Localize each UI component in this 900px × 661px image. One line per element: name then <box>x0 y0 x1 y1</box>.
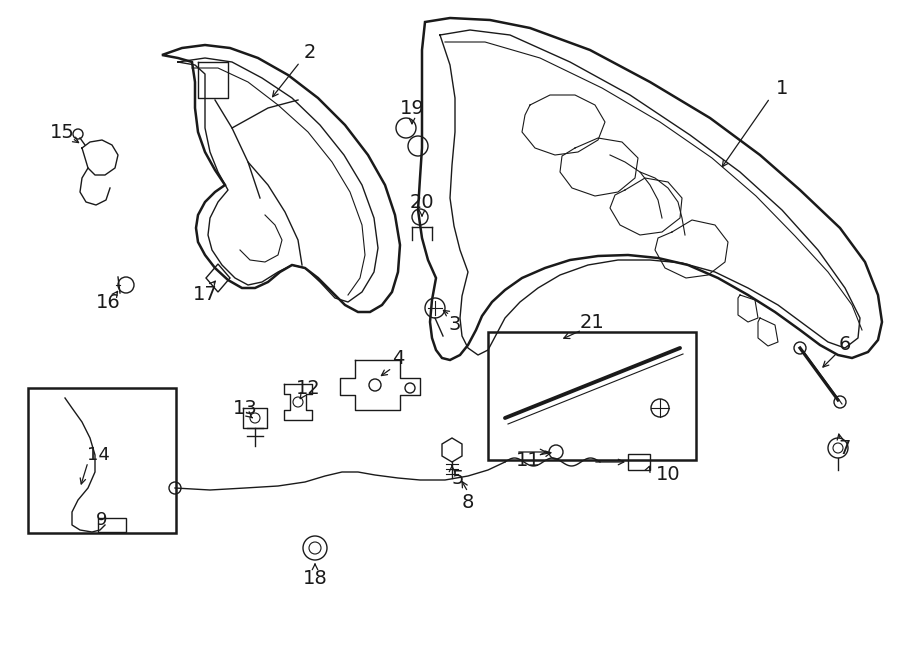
Text: 1: 1 <box>776 79 788 98</box>
Bar <box>98 518 126 532</box>
Text: 6: 6 <box>839 336 851 354</box>
Text: 18: 18 <box>302 568 328 588</box>
Bar <box>488 332 696 460</box>
Text: 4: 4 <box>392 348 404 368</box>
Text: 10: 10 <box>656 465 680 485</box>
Text: 20: 20 <box>410 192 435 212</box>
Bar <box>28 388 176 533</box>
Text: 3: 3 <box>449 315 461 334</box>
Text: 2: 2 <box>304 42 316 61</box>
Bar <box>628 454 650 470</box>
Text: 9: 9 <box>96 511 108 529</box>
Text: 13: 13 <box>232 399 257 418</box>
Text: 15: 15 <box>50 122 75 141</box>
Text: 14: 14 <box>86 446 110 464</box>
Text: 17: 17 <box>193 286 218 305</box>
Text: 16: 16 <box>95 293 121 311</box>
Text: 19: 19 <box>400 98 425 118</box>
Text: 7: 7 <box>839 438 851 457</box>
Text: 5: 5 <box>452 469 464 488</box>
Text: 21: 21 <box>580 313 605 332</box>
Text: 12: 12 <box>295 379 320 397</box>
Text: 11: 11 <box>516 451 540 469</box>
Text: 8: 8 <box>462 492 474 512</box>
